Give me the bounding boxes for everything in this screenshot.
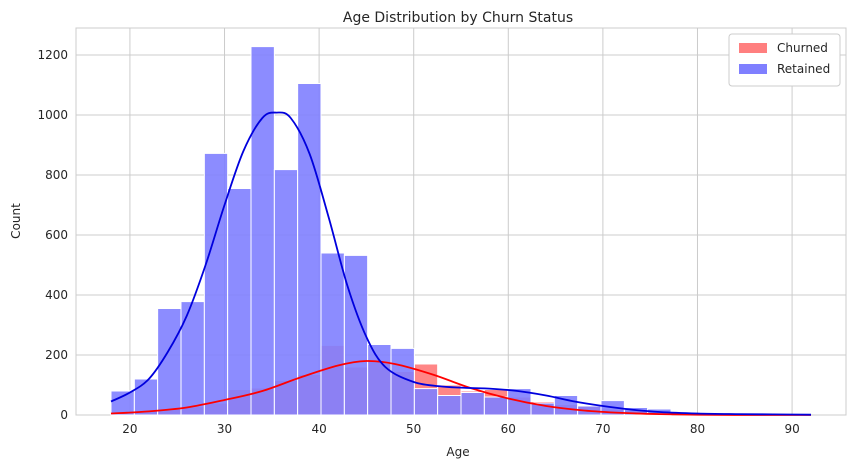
x-tick-label: 60 [501, 422, 516, 436]
y-tick-label: 400 [45, 288, 68, 302]
y-tick-label: 600 [45, 228, 68, 242]
x-tick-label: 90 [784, 422, 799, 436]
legend: Churned Retained [728, 33, 841, 87]
x-axis-label: Age [446, 445, 469, 459]
x-tick-label: 20 [122, 422, 137, 436]
x-tick-label: 80 [690, 422, 705, 436]
kde-curves [110, 111, 812, 416]
legend-swatch-churned [739, 43, 767, 53]
bar-retained [180, 301, 205, 416]
y-tick-label: 800 [45, 168, 68, 182]
y-tick-label: 1200 [37, 48, 68, 62]
legend-label-retained: Retained [777, 62, 830, 76]
kde-line-retained [110, 111, 812, 416]
legend-swatch-retained [739, 64, 767, 74]
y-axis-label: Count [9, 203, 23, 239]
bar-retained [437, 395, 462, 416]
kde-line-churned [110, 360, 811, 416]
bar-retained [343, 254, 369, 416]
bar-retained [320, 252, 345, 416]
tick-labels: 20 30 40 50 60 70 80 90 0 200 400 600 800 1000 1200 [37, 48, 799, 436]
y-tick-label: 1000 [37, 108, 68, 122]
bar-retained [110, 390, 135, 416]
bar-retained [133, 378, 159, 416]
y-tick-label: 0 [60, 408, 68, 422]
x-tick-label: 30 [217, 422, 232, 436]
x-tick-label: 40 [311, 422, 326, 436]
bar-retained [460, 392, 485, 416]
bar-retained [227, 188, 252, 416]
bar-retained [413, 388, 439, 416]
bar-retained [483, 396, 509, 416]
chart-title: Age Distribution by Churn Status [343, 10, 573, 26]
x-tick-label: 50 [406, 422, 421, 436]
bar-retained [250, 46, 275, 416]
bar-retained [203, 152, 229, 416]
bar-retained [297, 83, 322, 416]
x-tick-label: 70 [595, 422, 610, 436]
bar-retained [367, 344, 392, 416]
y-tick-label: 200 [45, 348, 68, 362]
bar-retained [273, 169, 299, 416]
legend-label-churned: Churned [777, 41, 828, 55]
